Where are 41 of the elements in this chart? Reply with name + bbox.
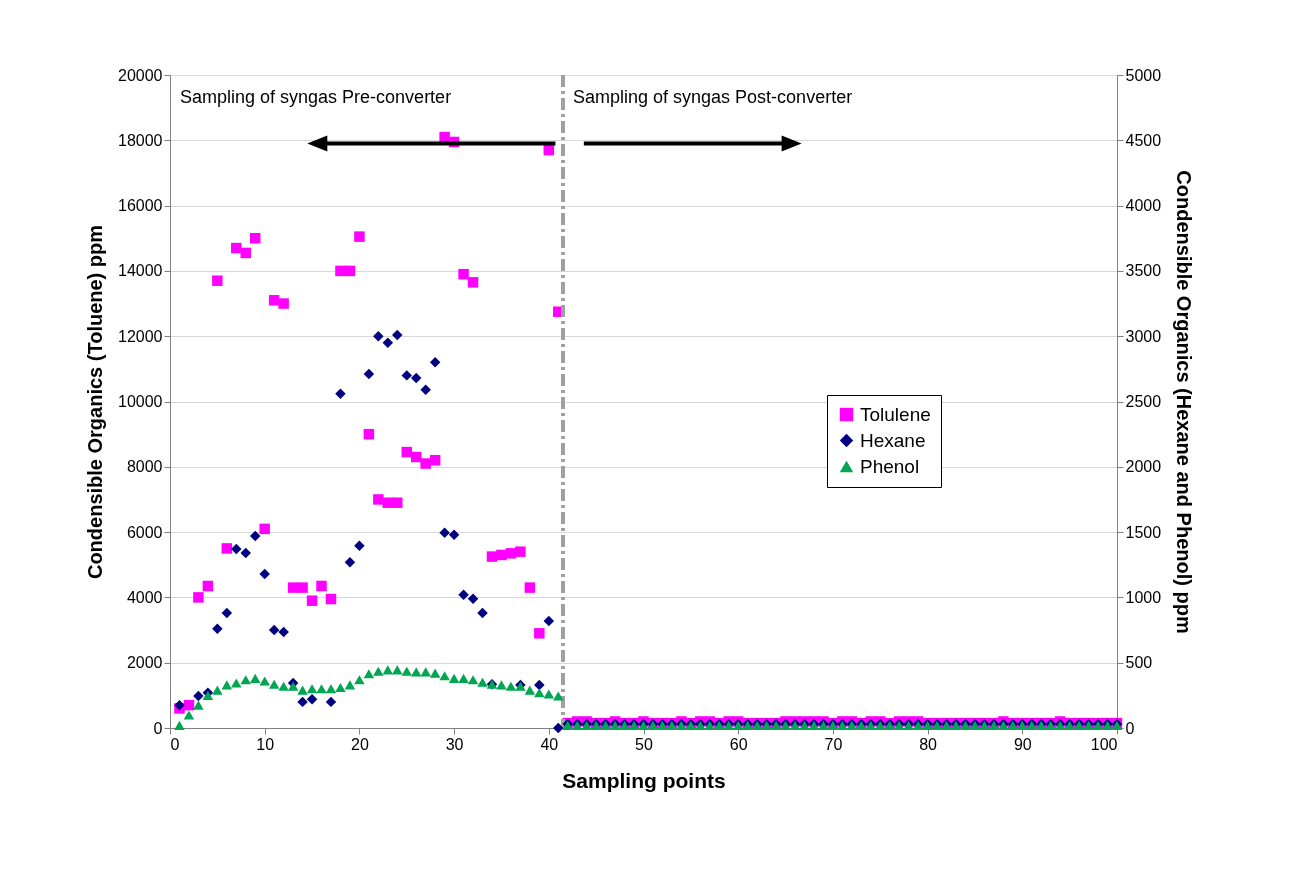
x-tick-label: 80 [919, 735, 938, 753]
y-tick-label: 4000 [126, 588, 163, 606]
legend-label: Hexane [860, 429, 926, 451]
x-axis-title: Sampling points [562, 768, 726, 792]
x-tick-label: 20 [351, 735, 369, 753]
y-axis-title: Condensible Organics (Toluene) ppm [84, 224, 107, 580]
y2-tick-label: 3000 [1125, 327, 1162, 345]
x-tick-label: 40 [540, 735, 559, 753]
y-tick-label: 6000 [126, 523, 163, 541]
x-tick-label: 10 [256, 735, 275, 753]
x-tick-label: 30 [445, 735, 464, 753]
y-tick-label: 14000 [118, 262, 163, 280]
annotation: Sampling of syngas Pre-converter [180, 87, 452, 107]
x-tick-label: 60 [729, 735, 748, 753]
legend-label: Phenol [860, 455, 920, 477]
y-tick-label: 20000 [118, 66, 163, 84]
y2-tick-label: 5000 [1125, 66, 1162, 84]
y2-tick-label: 1000 [1125, 588, 1162, 606]
x-tick-label: 0 [170, 735, 180, 753]
y-tick-label: 12000 [118, 327, 163, 345]
y2-tick-label: 4500 [1125, 131, 1162, 149]
y2-tick-label: 2500 [1125, 393, 1162, 410]
y-tick-label: 10000 [118, 393, 163, 410]
y-tick-label: 2000 [126, 654, 163, 672]
annotation: Sampling of syngas Post-converter [573, 87, 853, 107]
y-tick-label: 0 [153, 719, 163, 737]
y-tick-label: 16000 [118, 197, 163, 215]
y-tick-label: 18000 [118, 131, 163, 149]
x-tick-label: 70 [824, 735, 843, 753]
y2-tick-label: 3500 [1125, 262, 1162, 280]
x-tick-label: 50 [635, 735, 653, 753]
y2-tick-label: 0 [1125, 719, 1135, 737]
y2-tick-label: 4000 [1125, 197, 1162, 215]
x-tick-label: 100 [1090, 735, 1118, 753]
y2-tick-label: 1500 [1125, 523, 1162, 541]
legend-label: Tolulene [860, 403, 931, 425]
y2-tick-label: 2000 [1125, 458, 1162, 476]
x-tick-label: 90 [1013, 735, 1032, 753]
y-tick-label: 8000 [126, 458, 163, 476]
y2-axis-title: Condensible Organics (Hexane and Phenol) ppm [1173, 170, 1196, 634]
y2-tick-label: 500 [1125, 654, 1153, 672]
